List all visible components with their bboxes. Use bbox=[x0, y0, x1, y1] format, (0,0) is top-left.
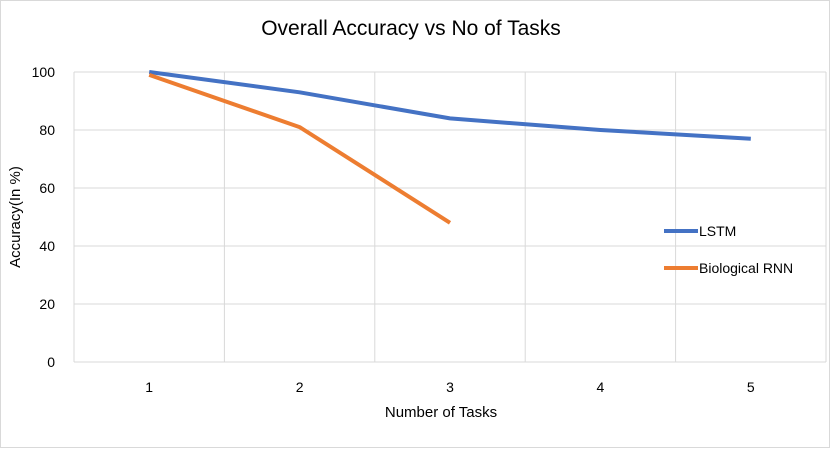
legend-label: Biological RNN bbox=[699, 260, 793, 276]
x-tick-label: 3 bbox=[446, 379, 454, 395]
x-tick-label: 2 bbox=[296, 379, 304, 395]
x-tick-label: 4 bbox=[597, 379, 605, 395]
series-lines bbox=[148, 70, 751, 225]
x-tick-label: 5 bbox=[747, 379, 755, 395]
y-tick-label: 0 bbox=[47, 354, 55, 370]
legend: LSTM Biological RNN bbox=[664, 223, 793, 276]
y-tick-label: 60 bbox=[39, 180, 55, 196]
series-line-0 bbox=[148, 70, 751, 141]
y-tick-label: 100 bbox=[32, 64, 56, 80]
chart-title: Overall Accuracy vs No of Tasks bbox=[261, 17, 561, 40]
y-tick-label: 40 bbox=[39, 238, 55, 254]
y-tick-label: 20 bbox=[39, 296, 55, 312]
grid bbox=[73, 71, 827, 363]
axes: 0 20 40 60 80 100 1 2 3 4 5 bbox=[32, 64, 755, 395]
x-tick-label: 1 bbox=[145, 379, 153, 395]
legend-label: LSTM bbox=[699, 223, 736, 239]
series-line-1 bbox=[148, 73, 452, 225]
x-axis-title: Number of Tasks bbox=[385, 404, 497, 421]
y-axis-title: Accuracy(In %) bbox=[7, 166, 24, 268]
y-tick-label: 80 bbox=[39, 122, 55, 138]
